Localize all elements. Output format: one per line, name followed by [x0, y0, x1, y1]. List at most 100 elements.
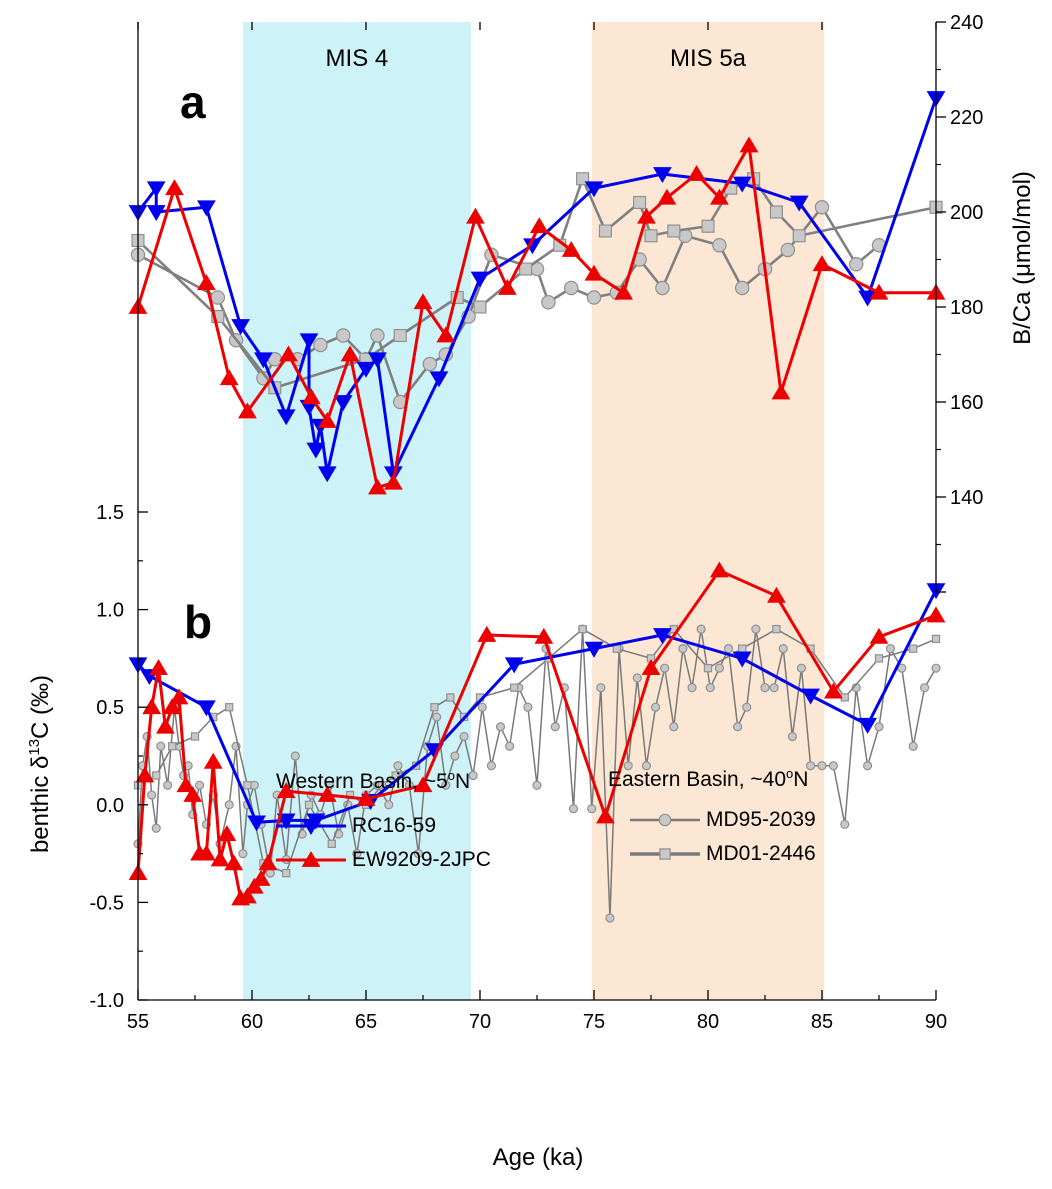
point-b-ew9209-2jpc-12	[210, 850, 230, 867]
panel-a-series-group	[128, 91, 946, 495]
point-b-md95-2039-36	[393, 761, 403, 771]
point-a-md95-2039-6	[313, 337, 328, 353]
point-a-md01-2446-13	[667, 224, 681, 238]
point-b-ew9209-2jpc-4	[155, 717, 175, 734]
point-b-md01-2446-20	[510, 683, 519, 692]
point-b-md95-2039-71	[714, 663, 724, 673]
panel-a-letter: a	[180, 76, 206, 128]
point-b-ew9209-2jpc-21	[317, 785, 337, 802]
x-tick-label-5: 80	[697, 1011, 719, 1033]
point-b-ew9209-2jpc-22	[356, 789, 376, 806]
panel-b-letter: b	[184, 596, 212, 648]
point-b-md01-2446-3	[190, 732, 200, 741]
point-b-ew9209-2jpc-16	[238, 887, 257, 904]
point-b-md01-2446-9	[304, 800, 314, 809]
point-b-ew9209-2jpc-13	[217, 825, 237, 841]
left-y-axis-title-main: benthic δ	[27, 756, 54, 853]
point-b-ew9209-2jpc-19	[258, 854, 278, 871]
left-y-axis-title: benthic δ13C (‰)	[26, 675, 54, 853]
point-b-ew9209-2jpc-23	[413, 776, 433, 793]
point-a-md95-2039-11	[422, 356, 438, 372]
point-a-md95-2039-24	[734, 280, 750, 296]
point-a-md95-2039-16	[541, 295, 556, 310]
point-b-md01-2446-17	[446, 693, 455, 702]
x-tick-label-6: 85	[811, 1011, 833, 1033]
point-b-md95-2039-81	[806, 761, 816, 771]
point-b-md01-2446-26	[703, 663, 713, 673]
point-b-md95-2039-68	[687, 683, 697, 693]
point-a-rc16-59-22	[789, 195, 809, 212]
point-b-md01-2446-6	[243, 781, 252, 790]
point-a-ew9209-2jpc-3	[219, 369, 239, 386]
point-b-md95-2039-65	[660, 663, 670, 673]
point-b-rc16-59-9	[584, 641, 604, 658]
point-b-md95-2039-66	[669, 722, 679, 732]
point-b-rc16-59-4	[276, 813, 296, 830]
point-b-md95-2039-83	[828, 761, 838, 771]
point-b-md95-2039-84	[840, 819, 850, 829]
point-b-md95-2039-58	[596, 683, 606, 693]
point-a-rc16-59-16	[429, 371, 449, 388]
point-b-ew9209-2jpc-10	[197, 844, 216, 861]
point-b-md95-2039-45	[477, 702, 487, 712]
point-a-md01-2446-10	[598, 224, 612, 238]
point-a-rc16-59-4	[231, 319, 250, 336]
point-b-ew9209-2jpc-6	[169, 688, 189, 705]
point-b-md95-2039-72	[723, 644, 734, 654]
right-tick-label-2: 180	[950, 297, 983, 319]
legend-western-unit: N	[455, 770, 470, 793]
point-a-md95-2039-27	[814, 200, 830, 215]
point-b-ew9209-2jpc-14	[224, 854, 244, 871]
point-b-md95-2039-55	[568, 804, 579, 814]
point-b-md95-2039-61	[623, 761, 633, 771]
point-a-ew9209-2jpc-2	[197, 274, 216, 291]
point-b-md95-2039-38	[413, 849, 424, 859]
point-a-md01-2446-1	[211, 309, 225, 324]
point-b-ew9209-2jpc-25	[534, 627, 554, 644]
point-a-md01-2446-14	[701, 219, 715, 233]
point-b-ew9209-2jpc-28	[710, 561, 729, 578]
point-a-md95-2039-18	[586, 290, 602, 305]
series-a-ew9209-2jpc	[128, 136, 946, 495]
point-b-ew9209-2jpc-8	[183, 785, 203, 802]
point-b-md95-2039-22	[265, 868, 275, 878]
point-b-md95-2039-73	[733, 722, 743, 732]
point-b-ew9209-2jpc-30	[824, 682, 843, 699]
x-tick-label-3: 70	[469, 1011, 491, 1033]
point-b-md95-2039-69	[696, 624, 706, 634]
point-a-md95-2039-23	[712, 238, 727, 253]
point-a-rc16-59-21	[732, 176, 752, 193]
legend-marker-rc16-59	[301, 819, 321, 836]
legend-eastern-title: Eastern Basin, ~40oN	[608, 766, 808, 791]
line-b-md01-2446	[137, 628, 937, 874]
point-b-md95-2039-80	[796, 663, 807, 673]
point-a-ew9209-2jpc-8	[340, 345, 360, 362]
line-a-ew9209-2jpc	[136, 144, 936, 489]
point-a-ew9209-2jpc-10	[383, 473, 403, 490]
point-b-md95-2039-75	[751, 624, 761, 634]
point-b-md95-2039-86	[863, 761, 873, 771]
point-b-md95-2039-16	[224, 800, 234, 810]
point-a-rc16-59-7	[299, 333, 319, 350]
point-b-md95-2039-87	[874, 722, 884, 732]
data-layer	[128, 91, 946, 923]
point-a-rc16-59-1	[146, 181, 166, 198]
point-b-md95-2039-43	[459, 731, 469, 742]
series-b-md01-2446	[133, 624, 941, 878]
point-a-ew9209-2jpc-7	[317, 411, 337, 428]
legend-eastern-degree: o	[786, 766, 793, 781]
point-b-md95-2039-44	[468, 770, 478, 781]
point-b-md95-2039-76	[760, 683, 770, 693]
point-b-rc16-59-3	[247, 815, 266, 832]
point-b-md95-2039-90	[908, 741, 918, 751]
point-b-md95-2039-91	[920, 683, 930, 693]
point-b-md01-2446-1	[152, 771, 161, 780]
point-b-md95-2039-67	[678, 644, 688, 654]
band-mis-4	[242, 22, 471, 1000]
point-b-rc16-59-10	[653, 628, 672, 645]
point-a-ew9209-2jpc-16	[561, 240, 581, 257]
legend-label-ew9209-2jpc: EW9209-2JPC	[352, 848, 491, 871]
point-a-md01-2446-11	[633, 195, 647, 210]
point-a-rc16-59-13	[356, 361, 376, 378]
right-tick-label-0: 140	[950, 487, 983, 509]
